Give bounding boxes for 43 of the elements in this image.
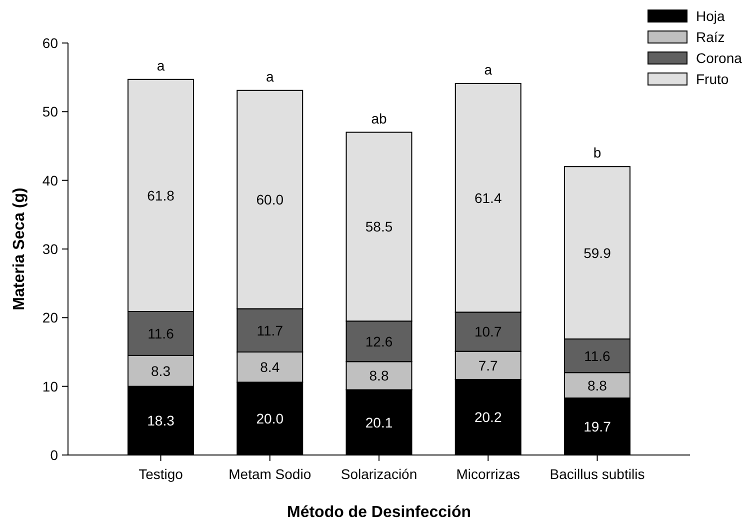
annotation: a	[266, 68, 274, 84]
y-axis-title: Materia Seca (g)	[11, 188, 28, 310]
legend-label: Hoja	[696, 8, 726, 24]
legend-label: Corona	[696, 50, 742, 66]
annotation: 61.8	[147, 187, 175, 204]
annotation: 8.8	[588, 377, 608, 394]
annotation: 11.6	[148, 325, 174, 342]
annotation: 19.7	[584, 418, 612, 435]
annotation: 12.6	[365, 333, 393, 350]
y-tick-label: 0	[50, 447, 58, 463]
annotation: 61.4	[474, 190, 502, 206]
y-tick-label: 40	[42, 172, 58, 188]
annotation: b	[593, 144, 602, 161]
annotation: 20.2	[474, 409, 502, 426]
legend-label: Raíz	[696, 29, 725, 45]
y-tick-label: 60	[42, 35, 58, 51]
annotation: 20.0	[256, 410, 284, 427]
annotation: ab	[371, 110, 387, 126]
x-tick-label: Testigo	[138, 466, 184, 482]
annotation: 8.4	[260, 359, 280, 376]
x-tick-label: Bacillus subtilis	[550, 466, 645, 482]
annotation: 18.3	[147, 412, 175, 429]
y-tick-label: 50	[42, 104, 58, 120]
annotation: 8.3	[151, 362, 171, 379]
x-tick-label: Metam Sodio	[228, 466, 312, 482]
annotation: 59.9	[584, 244, 612, 261]
annotation: a	[484, 62, 492, 78]
annotation: a	[156, 57, 165, 74]
annotation: 7.7	[478, 357, 498, 374]
annotation: 20.1	[365, 414, 393, 430]
annotation: 60.0	[256, 192, 284, 208]
annotation: 58.5	[365, 218, 393, 235]
x-axis-title: Método de Desinfección	[286, 504, 472, 521]
x-tick-label: Solarización	[340, 466, 418, 482]
annotation: 8.8	[369, 368, 389, 384]
annotation: 11.6	[584, 348, 611, 364]
y-tick-label: 20	[42, 310, 58, 326]
x-tick-label: Micorrizas	[456, 466, 520, 482]
annotation: 11.7	[256, 322, 284, 338]
y-tick-label: 10	[42, 378, 58, 394]
y-tick-label: 30	[42, 241, 58, 257]
legend-label: Fruto	[696, 71, 729, 87]
annotation: 10.7	[474, 324, 502, 340]
